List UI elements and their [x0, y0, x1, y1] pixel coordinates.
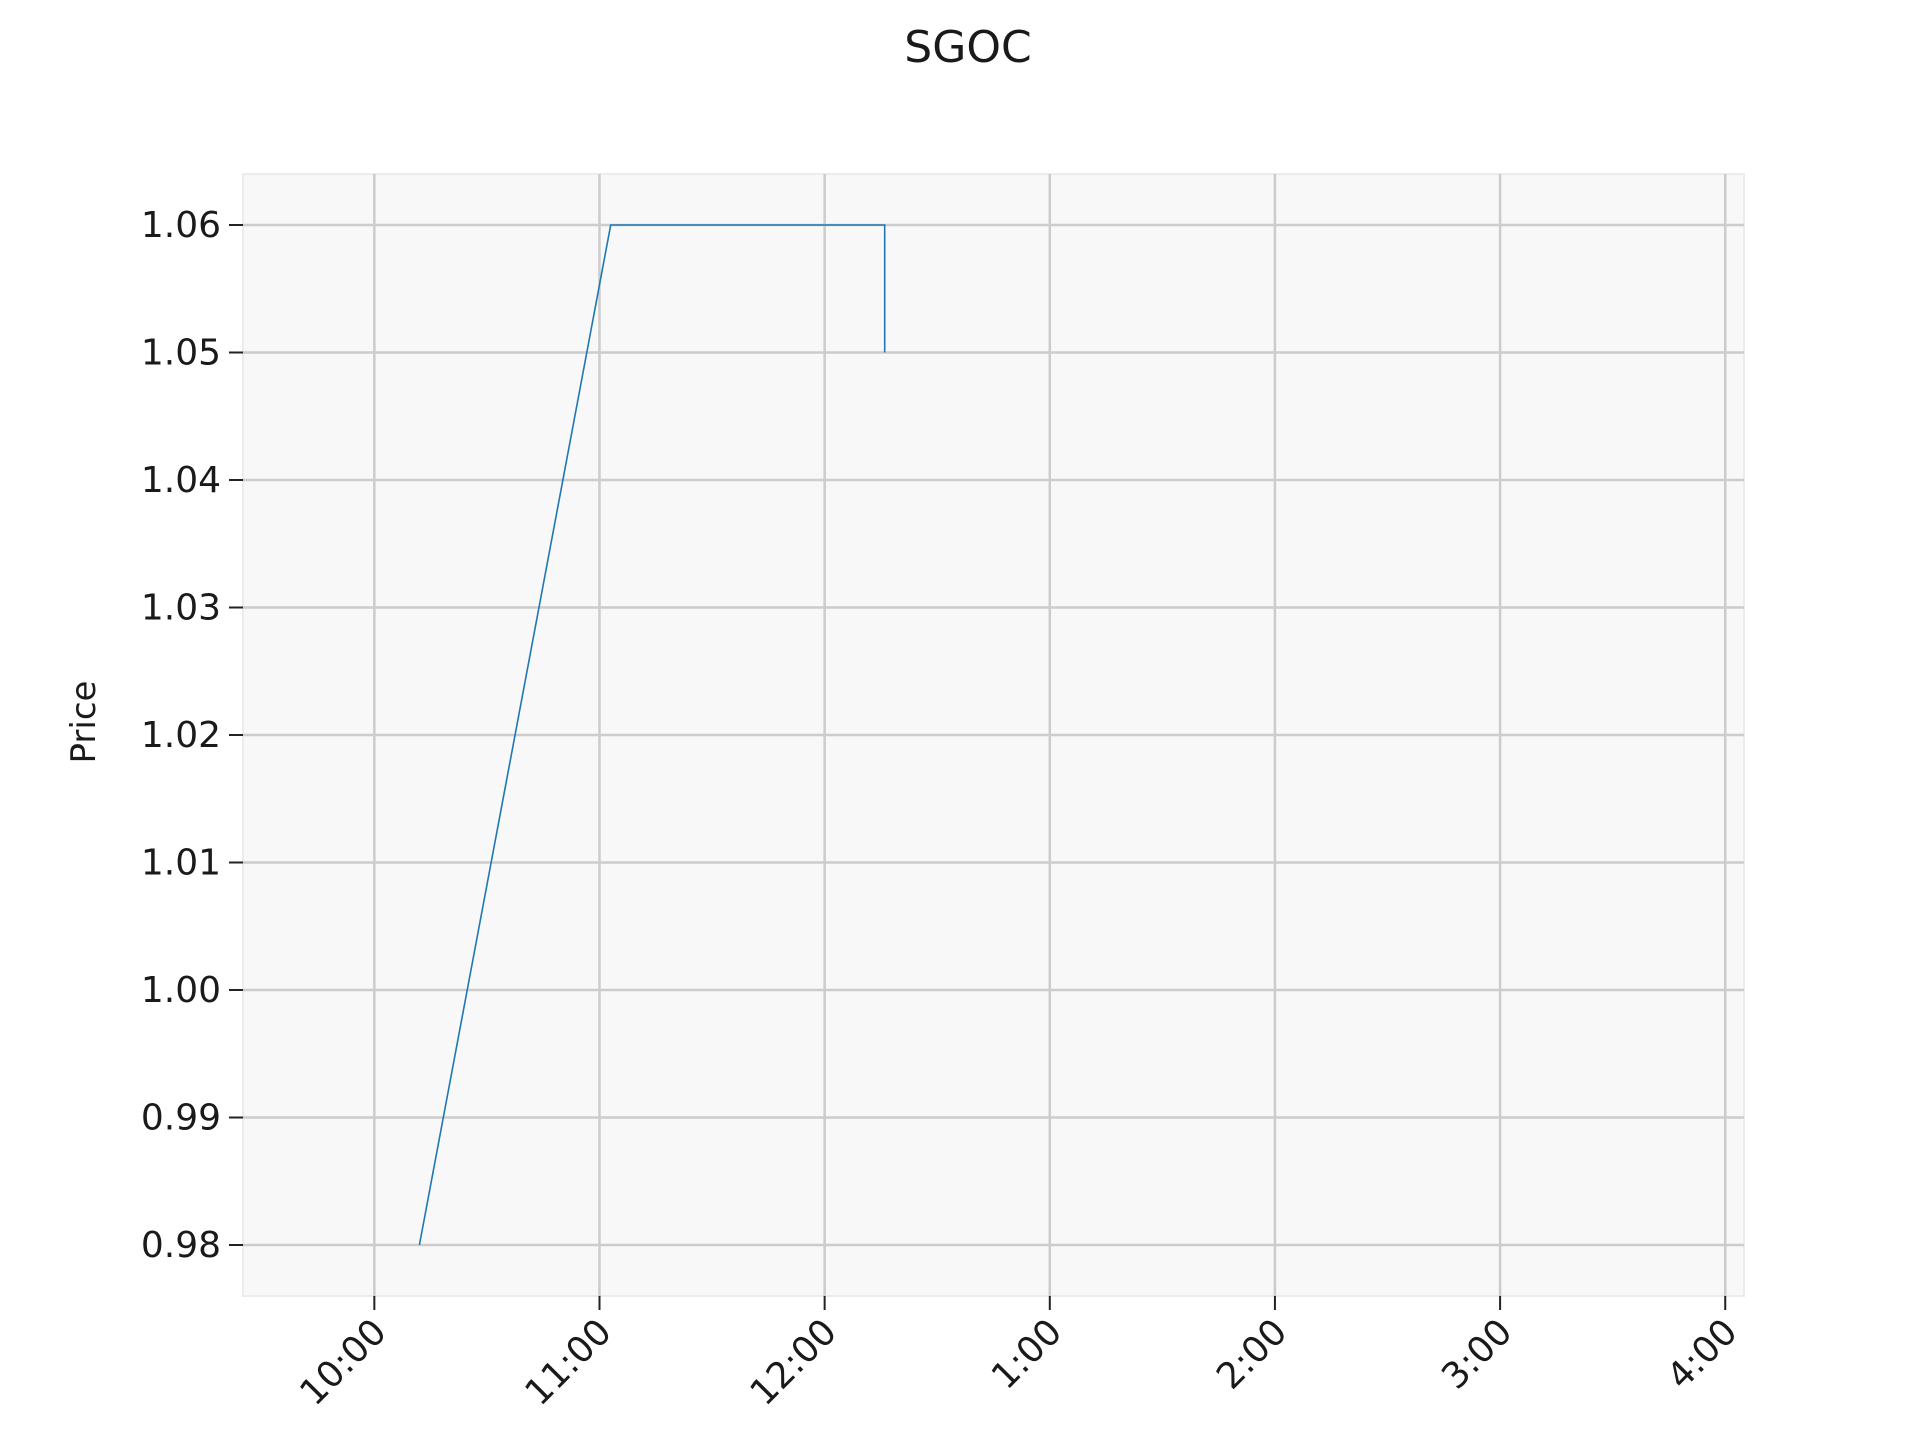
y-tick-label: 0.98	[141, 1225, 221, 1266]
x-tick-label: 10:00	[292, 1311, 394, 1413]
grid	[243, 174, 1744, 1296]
y-tick-label: 1.06	[141, 205, 221, 246]
y-axis-label: Price	[64, 681, 104, 764]
price-series-line	[418, 224, 886, 1246]
y-tick-label: 0.99	[141, 1098, 221, 1139]
x-tick-label: 11:00	[517, 1311, 619, 1413]
x-tick-label: 1:00	[984, 1311, 1070, 1397]
chart-title: SGOC	[904, 22, 1031, 73]
x-tick-label: 3:00	[1434, 1311, 1520, 1397]
x-tick-label: 4:00	[1659, 1311, 1745, 1397]
x-tick-label: 12:00	[743, 1311, 845, 1413]
y-tick-label: 1.05	[141, 333, 221, 374]
x-tick-label: 2:00	[1209, 1311, 1295, 1397]
y-tick-label: 1.03	[141, 588, 221, 629]
series-layer	[418, 224, 886, 1246]
y-tick-label: 1.01	[141, 843, 221, 884]
y-tick-label: 1.04	[141, 460, 221, 501]
y-tick-label: 1.00	[141, 970, 221, 1011]
y-tick-label: 1.02	[141, 715, 221, 756]
